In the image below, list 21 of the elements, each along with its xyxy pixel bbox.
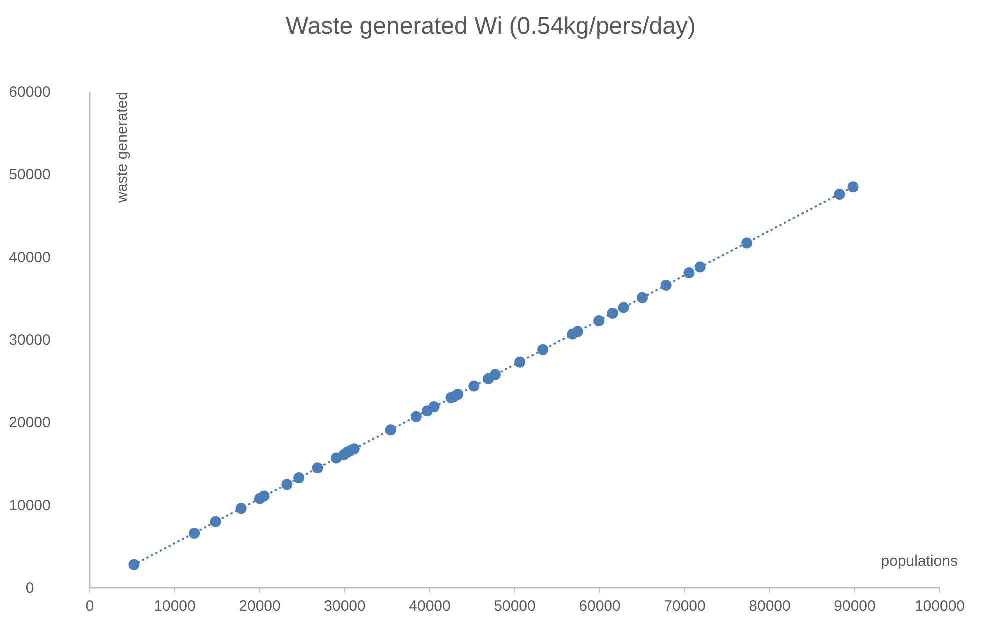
y-axis-title: waste generated [114, 92, 131, 204]
x-tick-label: 90000 [834, 598, 876, 615]
x-tick-label: 30000 [324, 598, 366, 615]
y-tick-label: 50000 [9, 166, 51, 184]
x-tick-label: 80000 [749, 598, 791, 615]
y-tick-label: 0 [26, 580, 34, 597]
y-tick-label: 20000 [9, 414, 51, 432]
y-tick-label: 30000 [9, 332, 51, 349]
x-tick-label: 50000 [494, 598, 536, 615]
x-axis-title: populations [881, 553, 958, 570]
x-tick-label: 20000 [239, 598, 281, 615]
x-tick-label: 0 [86, 598, 94, 615]
x-tick-label: 100000 [914, 598, 966, 615]
y-tick-label: 10000 [9, 497, 51, 514]
y-tick-label: 60000 [9, 84, 51, 101]
x-tick-label: 40000 [409, 598, 451, 615]
x-tick-label: 10000 [154, 598, 196, 615]
x-tick-label: 60000 [579, 598, 621, 615]
y-tick-label: 40000 [9, 249, 51, 266]
chart-title: Waste generated Wi (0.54kg/pers/day) [286, 13, 696, 40]
x-tick-label: 70000 [664, 598, 706, 615]
